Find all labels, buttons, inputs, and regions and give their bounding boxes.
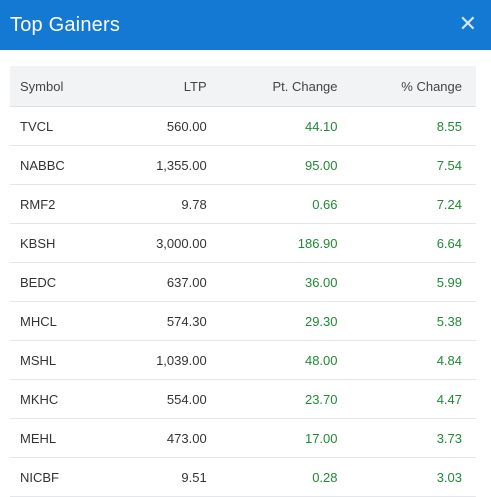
table-row[interactable]: KBSH 3,000.00 186.90 6.64 — [10, 223, 476, 263]
ltp-cell: 554.00 — [111, 379, 221, 419]
pt-change-cell: 44.10 — [220, 106, 352, 146]
pt-change-cell: 0.66 — [220, 184, 352, 224]
column-header-symbol: Symbol — [10, 66, 112, 107]
table-row[interactable]: MEHL 473.00 17.00 3.73 — [10, 418, 476, 458]
pct-change-cell: 8.55 — [351, 106, 476, 146]
pct-change-cell: 4.47 — [351, 379, 476, 419]
pct-change-cell: 7.54 — [351, 145, 476, 185]
pt-change-cell: 0.28 — [220, 457, 352, 497]
symbol-cell[interactable]: MSHL — [10, 340, 112, 380]
ltp-cell: 637.00 — [111, 262, 221, 302]
modal-title: Top Gainers — [10, 13, 121, 36]
pt-change-cell: 48.00 — [220, 340, 352, 380]
gainers-table: Symbol LTP Pt. Change % Change TVCL 560.… — [10, 66, 476, 497]
pct-change-cell: 3.73 — [351, 418, 476, 458]
pt-change-cell: 36.00 — [220, 262, 352, 302]
pct-change-cell: 7.24 — [351, 184, 476, 224]
table-row[interactable]: TVCL 560.00 44.10 8.55 — [10, 106, 476, 146]
ltp-cell: 3,000.00 — [111, 223, 221, 263]
ltp-cell: 1,355.00 — [111, 145, 221, 185]
gainers-table-container: Symbol LTP Pt. Change % Change TVCL 560.… — [10, 66, 476, 497]
ltp-cell: 9.78 — [111, 184, 221, 224]
column-header-pt-change: Pt. Change — [220, 66, 352, 107]
pt-change-cell: 95.00 — [220, 145, 352, 185]
symbol-cell[interactable]: KBSH — [10, 223, 112, 263]
pct-change-cell: 4.84 — [351, 340, 476, 380]
pct-change-cell: 5.38 — [351, 301, 476, 341]
pt-change-cell: 29.30 — [220, 301, 352, 341]
column-header-pct-change: % Change — [351, 66, 476, 107]
table-row[interactable]: NICBF 9.51 0.28 3.03 — [10, 457, 476, 497]
pt-change-cell: 23.70 — [220, 379, 352, 419]
table-row[interactable]: MSHL 1,039.00 48.00 4.84 — [10, 340, 476, 380]
ltp-cell: 574.30 — [111, 301, 221, 341]
ltp-cell: 560.00 — [111, 106, 221, 146]
column-header-ltp: LTP — [111, 66, 221, 107]
symbol-cell[interactable]: NICBF — [10, 457, 112, 497]
symbol-cell[interactable]: BEDC — [10, 262, 112, 302]
pct-change-cell: 5.99 — [351, 262, 476, 302]
modal-header: Top Gainers ✕ — [0, 0, 491, 50]
close-icon[interactable]: ✕ — [458, 12, 477, 37]
table-row[interactable]: RMF2 9.78 0.66 7.24 — [10, 184, 476, 224]
symbol-cell[interactable]: TVCL — [10, 106, 112, 146]
ltp-cell: 1,039.00 — [111, 340, 221, 380]
table-row[interactable]: MKHC 554.00 23.70 4.47 — [10, 379, 476, 419]
table-row[interactable]: BEDC 637.00 36.00 5.99 — [10, 262, 476, 302]
table-row[interactable]: NABBC 1,355.00 95.00 7.54 — [10, 145, 476, 185]
pct-change-cell: 3.03 — [351, 457, 476, 497]
pct-change-cell: 6.64 — [351, 223, 476, 263]
ltp-cell: 473.00 — [111, 418, 221, 458]
pt-change-cell: 186.90 — [220, 223, 352, 263]
symbol-cell[interactable]: RMF2 — [10, 184, 112, 224]
table-row[interactable]: MHCL 574.30 29.30 5.38 — [10, 301, 476, 341]
pt-change-cell: 17.00 — [220, 418, 352, 458]
ltp-cell: 9.51 — [111, 457, 221, 497]
symbol-cell[interactable]: MKHC — [10, 379, 112, 419]
symbol-cell[interactable]: NABBC — [10, 145, 112, 185]
table-header-row: Symbol LTP Pt. Change % Change — [10, 66, 476, 107]
symbol-cell[interactable]: MEHL — [10, 418, 112, 458]
symbol-cell[interactable]: MHCL — [10, 301, 112, 341]
